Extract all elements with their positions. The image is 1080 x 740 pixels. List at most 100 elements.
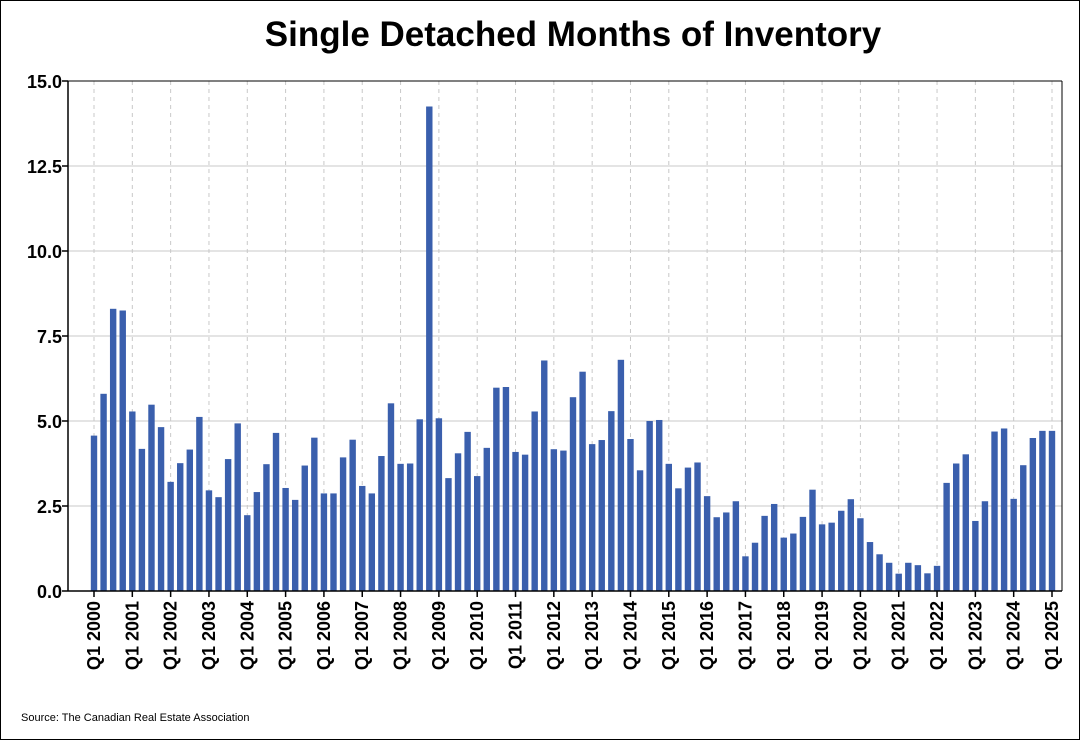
x-tick-label: Q1 2003 (199, 601, 219, 670)
bar (349, 439, 356, 591)
bar (502, 387, 510, 591)
bar (90, 435, 98, 591)
y-tick-label: 15.0 (27, 72, 62, 92)
bar (972, 520, 979, 591)
x-tick-label: Q1 2008 (391, 601, 411, 670)
bar (148, 404, 155, 591)
x-tick-label: Q1 2017 (735, 601, 755, 670)
bar (933, 565, 941, 591)
bar (1000, 428, 1008, 591)
bar (521, 454, 529, 591)
bar (215, 497, 222, 591)
x-tick-label: Q1 2018 (774, 601, 794, 670)
x-tick-label: Q1 2015 (659, 601, 679, 670)
bar (828, 522, 835, 591)
x-tick-label: Q1 2019 (812, 601, 832, 670)
bar (703, 496, 711, 591)
bar (723, 512, 730, 591)
bar (177, 463, 184, 591)
bar (531, 411, 538, 591)
bar (962, 454, 969, 591)
bar (780, 537, 787, 591)
y-tick-label: 10.0 (27, 242, 62, 262)
bar (885, 562, 893, 591)
bar (129, 411, 136, 591)
bar (263, 464, 270, 591)
bar (924, 573, 931, 591)
bar (435, 418, 443, 591)
y-tick-label: 2.5 (37, 497, 62, 517)
y-tick-label: 7.5 (37, 327, 62, 347)
bar (454, 453, 462, 591)
x-tick-label: Q1 2005 (276, 601, 296, 670)
bar (368, 493, 376, 591)
bar (809, 489, 816, 591)
bar (665, 463, 672, 591)
bar (301, 465, 308, 591)
bar (378, 456, 385, 591)
x-tick-label: Q1 2024 (1004, 601, 1024, 670)
bar (445, 478, 452, 591)
bar (493, 387, 500, 591)
bar (244, 515, 251, 591)
x-tick-label: Q1 2023 (965, 601, 985, 670)
bar (675, 488, 682, 591)
bar (416, 419, 423, 591)
bar (359, 485, 366, 591)
bar (608, 411, 615, 591)
bar (157, 427, 165, 591)
bar (234, 423, 241, 591)
bar (426, 106, 433, 591)
x-tick-label: Q1 2010 (467, 601, 487, 670)
bar (1010, 498, 1017, 591)
bar (914, 565, 922, 591)
bar (291, 499, 299, 591)
x-tick-label: Q1 2014 (620, 601, 640, 670)
bar (656, 419, 663, 591)
x-tick-label: Q1 2000 (84, 601, 104, 670)
y-tick-label: 0.0 (37, 582, 62, 602)
bar (694, 462, 701, 591)
bar (895, 573, 902, 591)
bar (636, 470, 644, 591)
bar (167, 481, 174, 591)
bar (588, 444, 596, 591)
x-tick-label: Q1 2002 (161, 601, 181, 670)
bar (560, 450, 567, 591)
x-tick-label: Q1 2012 (544, 601, 564, 670)
x-tick-label: Q1 2004 (237, 601, 257, 670)
bar (770, 503, 778, 591)
bar (196, 416, 203, 591)
bar (761, 515, 768, 591)
bar (751, 542, 759, 591)
source-note: Source: The Canadian Real Estate Associa… (21, 712, 250, 724)
bar (387, 403, 395, 591)
bar (1020, 465, 1027, 591)
x-tick-label: Q1 2009 (429, 601, 449, 670)
bar (474, 476, 481, 591)
x-tick-label: Q1 2001 (122, 601, 142, 670)
y-tick-label: 12.5 (27, 157, 62, 177)
bar (311, 437, 318, 591)
bar (397, 463, 404, 591)
x-tick-label: Q1 2021 (889, 601, 909, 670)
bar (981, 501, 989, 591)
bar (579, 371, 586, 591)
bar (100, 393, 107, 591)
bar (818, 524, 826, 591)
x-tick-label: Q1 2022 (927, 601, 947, 670)
bar (799, 516, 807, 591)
bar (339, 457, 347, 591)
bar (483, 447, 490, 591)
x-tick-label: Q1 2020 (850, 601, 870, 670)
x-tick-label: Q1 2011 (506, 601, 526, 669)
bar (598, 440, 605, 591)
bar (138, 448, 146, 591)
bar (1039, 430, 1046, 591)
x-tick-label: Q1 2007 (352, 601, 372, 670)
bar (109, 308, 117, 591)
x-tick-label: Q1 2025 (1042, 601, 1062, 670)
bar (119, 310, 126, 591)
bar (541, 360, 548, 591)
